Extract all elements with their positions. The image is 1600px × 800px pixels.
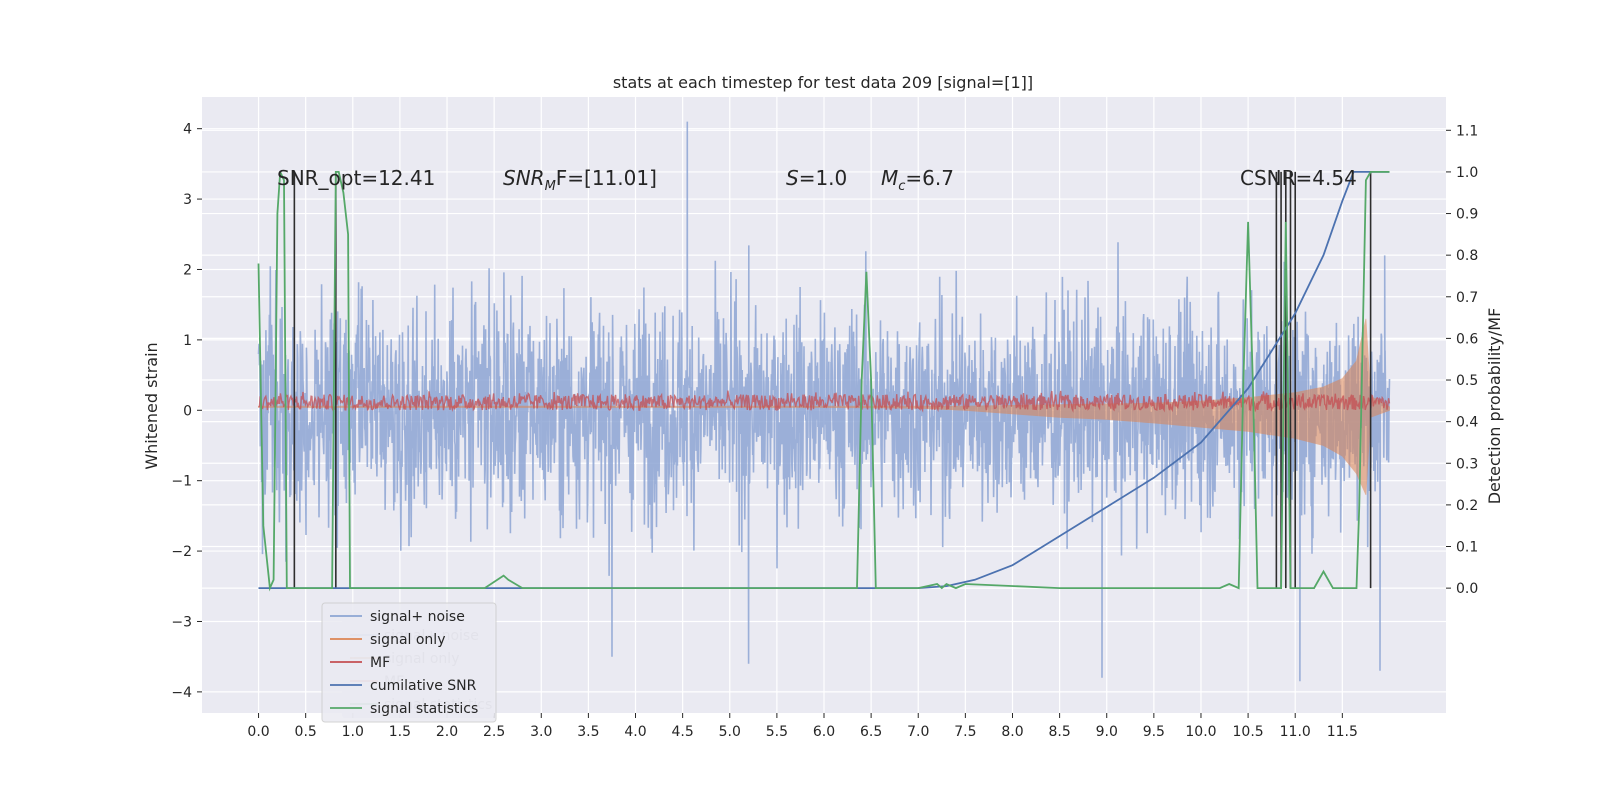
y-right-tick-label: 1.0 (1456, 165, 1478, 181)
x-tick-label: 11.5 (1327, 724, 1358, 740)
y-right-tick-label: 0.9 (1456, 207, 1478, 223)
y-left-tick-label: −3 (171, 614, 192, 630)
y-left-tick-label: 2 (183, 262, 192, 278)
x-tick-label: 1.0 (342, 724, 364, 740)
cumulative-snr-line (258, 171, 1390, 589)
y-right-tick-label: 0.8 (1456, 248, 1478, 264)
x-tick-label: 5.0 (719, 724, 741, 740)
x-tick-label: 4.0 (624, 724, 646, 740)
y-axis-right-label: Detection probability/MF (1485, 308, 1504, 505)
x-tick-label: 7.5 (954, 724, 976, 740)
annotation-csnr: CSNR=4.54 (1240, 166, 1357, 190)
x-tick-label: 6.5 (860, 724, 882, 740)
s-symbol: S (786, 166, 799, 190)
x-tick-label: 9.0 (1096, 724, 1118, 740)
snr-mf-sub: M (545, 179, 556, 194)
legend-label: cumilative SNR (370, 678, 477, 694)
legend-label: MF (370, 655, 390, 671)
legend-box (321, 602, 497, 723)
x-tick-label: 3.0 (530, 724, 552, 740)
y-right-tick-label: 0.2 (1456, 498, 1478, 514)
y-left-tick-label: −4 (171, 685, 192, 701)
x-tick-label: 1.5 (389, 724, 411, 740)
x-tick-label: 8.5 (1048, 724, 1070, 740)
mc-symbol: M (881, 166, 898, 190)
snr-mf-prefix: SNR (503, 166, 545, 190)
y-right-tick-label: 0.5 (1456, 373, 1478, 389)
y-axis-left-label: Whitened strain (142, 342, 161, 469)
x-tick-label: 10.0 (1185, 724, 1216, 740)
y-right-tick-label: 0.6 (1456, 331, 1478, 347)
y-left-tick-label: 4 (183, 122, 192, 138)
x-tick-label: 9.5 (1143, 724, 1165, 740)
x-tick-label: 2.5 (483, 724, 505, 740)
legend-label: signal+ noise (370, 609, 465, 625)
annotation-s: S=1.0 (786, 166, 847, 190)
y-right-tick-label: 0.0 (1456, 581, 1478, 597)
y-right-tick-label: 0.3 (1456, 456, 1478, 472)
mc-sub: c (898, 179, 905, 194)
y-right-tick-label: 1.1 (1456, 123, 1478, 139)
legend: signal+ noise signal only MF signal statist… (321, 602, 497, 723)
y-left-tick-label: 1 (183, 333, 192, 349)
x-tick-label: 0.5 (295, 724, 317, 740)
signal-statistics-line (257, 171, 1390, 592)
x-tick-label: 10.5 (1233, 724, 1264, 740)
x-tick-label: 8.0 (1001, 724, 1023, 740)
y-left-tick-label: −1 (171, 474, 192, 490)
y-left-tick-label: 3 (183, 192, 192, 208)
x-tick-label: 6.0 (813, 724, 835, 740)
series-layer (257, 121, 1391, 682)
y-left-tick-label: 0 (183, 403, 192, 419)
mc-value: =6.7 (905, 166, 954, 190)
annotations: SNR_opt=12.41 SNRMF=[11.01] S=1.0 Mc=6.7… (277, 166, 1357, 194)
x-tick-label: 7.0 (907, 724, 929, 740)
chart-title: stats at each timestep for test data 209… (613, 73, 1033, 92)
axes: 0.0 0.5 1.0 1.5 2.0 2.5 3.0 3.5 4.0 4.5 5.0 5.5 6.0 6… (171, 122, 1478, 740)
legend-label: signal only (370, 632, 445, 648)
annotation-snr-opt: SNR_opt=12.41 (277, 166, 435, 190)
legend-label: signal statistics (370, 701, 478, 717)
y-right-tick-label: 0.7 (1456, 290, 1478, 306)
x-tick-label: 4.5 (672, 724, 694, 740)
mf-line (258, 390, 1391, 413)
x-tick-label: 2.0 (436, 724, 458, 740)
y-left-tick-label: −2 (171, 544, 192, 560)
annotation-snr-mf: SNRMF=[11.01] (503, 166, 657, 194)
y-right-tick-label: 0.1 (1456, 540, 1478, 556)
snr-mf-rest: F=[11.01] (556, 166, 657, 190)
x-tick-label: 0.0 (247, 724, 269, 740)
x-tick-label: 3.5 (577, 724, 599, 740)
x-tick-label: 5.5 (766, 724, 788, 740)
annotation-mc: Mc=6.7 (881, 166, 954, 194)
y-right-tick-label: 0.4 (1456, 415, 1478, 431)
x-tick-label: 11.0 (1280, 724, 1311, 740)
s-value: =1.0 (799, 166, 848, 190)
